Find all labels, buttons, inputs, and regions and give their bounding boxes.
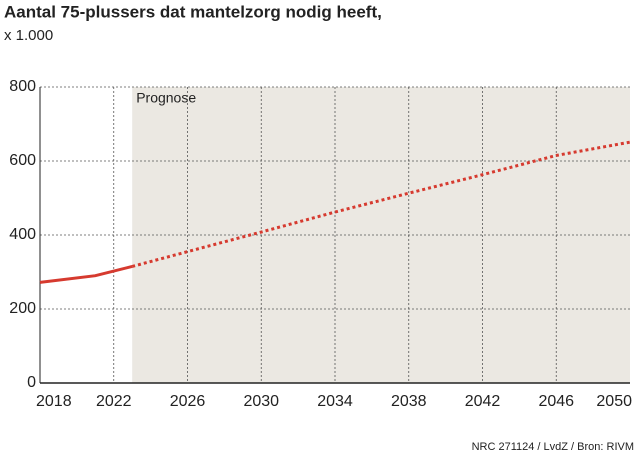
x-tick-label: 2042: [465, 393, 501, 410]
x-tick-label: 2030: [243, 393, 279, 410]
x-tick-label: 2018: [36, 393, 72, 410]
y-tick-label: 400: [9, 226, 36, 243]
x-tick-label: 2034: [317, 393, 353, 410]
y-tick-label: 600: [9, 152, 36, 169]
source: NRC 271124 / LvdZ / Bron: RIVM: [472, 441, 634, 453]
x-tick-label: 2022: [96, 393, 132, 410]
annotation: Prognose: [136, 90, 196, 106]
x-tick-label: 2038: [391, 393, 427, 410]
y-tick-label: 800: [9, 78, 36, 95]
y-tick-label: 200: [9, 300, 36, 317]
data-line: [131, 140, 631, 268]
chart-subtitle: x 1.000: [4, 27, 53, 44]
x-tick-label: 2026: [170, 393, 206, 410]
chart-title: Aantal 75-plussers dat mantelzorg nodig …: [4, 2, 382, 21]
data-line: [39, 264, 133, 284]
x-tick-label: 2046: [538, 393, 574, 410]
x-tick-label: 2050: [596, 393, 632, 410]
y-tick-label: 0: [27, 374, 36, 391]
